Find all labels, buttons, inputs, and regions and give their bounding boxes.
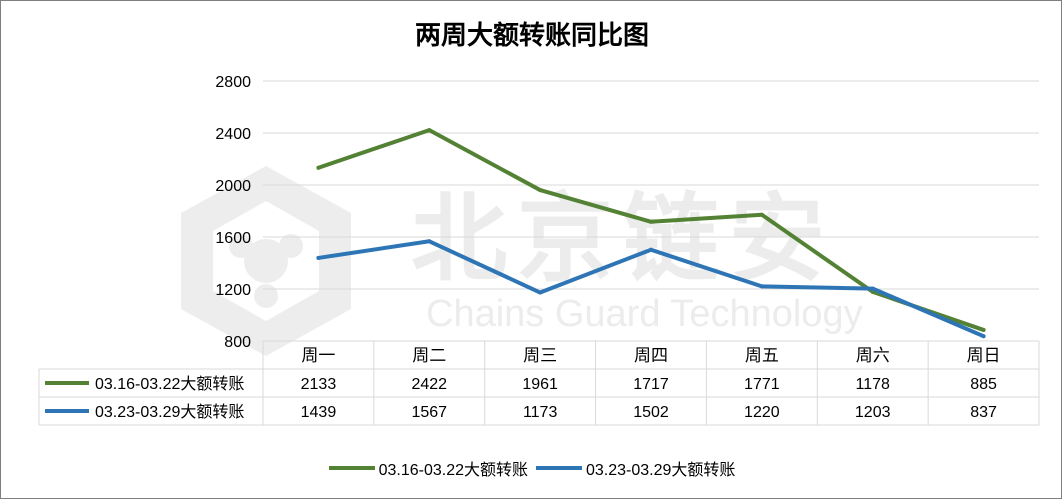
table-cell-value: 1220 (744, 404, 780, 421)
series-1-point (316, 165, 321, 170)
table-cell-value: 885 (970, 376, 997, 393)
table-cell-value: 1173 (523, 404, 558, 421)
table-cell-value: 1439 (301, 404, 337, 421)
legend-label-series-1: 03.16-03.22大额转账 (378, 462, 528, 479)
table-cell-value: 2133 (301, 376, 337, 393)
x-category-label: 周日 (967, 346, 1001, 366)
x-category-label: 周二 (412, 346, 446, 366)
x-category-label: 周五 (745, 346, 779, 366)
table-series-label-2: 03.23-03.29大额转账 (95, 403, 244, 421)
table-cell-value: 1502 (633, 404, 669, 421)
legend-label-series-2: 03.23-03.29大额转账 (586, 462, 736, 479)
series-line-1 (316, 128, 986, 332)
table-series-label-1: 03.16-03.22大额转账 (95, 375, 244, 393)
table-cell-value: 1203 (855, 404, 891, 421)
series-2-point (759, 284, 764, 289)
series-1-point (981, 327, 986, 332)
x-category-label: 周三 (523, 346, 557, 366)
legend: 03.16-03.22大额转账 03.23-03.29大额转账 (1, 456, 1061, 480)
series-2-point (427, 239, 432, 244)
series-2-point (981, 334, 986, 339)
table-cell-value: 1961 (522, 376, 558, 393)
y-tick-label: 2000 (215, 178, 251, 195)
y-tick-label: 1600 (215, 230, 251, 247)
x-category-label: 周一 (301, 346, 335, 366)
legend-item-series-1: 03.16-03.22大额转账 (328, 456, 528, 480)
table-cell-value: 1178 (856, 376, 891, 393)
y-tick-label: 800 (224, 334, 251, 351)
series-2-point (649, 247, 653, 252)
y-tick-label: 2400 (215, 126, 251, 143)
legend-swatch-series-1 (328, 466, 375, 470)
legend-item-series-2: 03.23-03.29大额转账 (536, 456, 735, 480)
series-1-point (649, 219, 653, 224)
table-cell-value: 1567 (411, 404, 447, 421)
series-2-point (316, 255, 321, 260)
series-1-point (759, 212, 764, 217)
table-cell-value: 1717 (633, 376, 669, 393)
x-category-label: 周六 (856, 346, 890, 366)
series-2-point (538, 290, 543, 295)
series-1-point (427, 128, 432, 133)
series-2-point (870, 286, 875, 291)
table-cell-value: 1771 (744, 376, 780, 393)
y-tick-label: 1200 (215, 282, 251, 299)
y-tick-label: 2800 (215, 74, 251, 91)
series-1-point (538, 188, 543, 193)
table-cell-value: 2422 (411, 376, 447, 393)
chart-title: 两周大额转账同比图 (414, 21, 649, 51)
x-category-label: 周四 (634, 346, 668, 366)
table-cell-value: 837 (970, 404, 997, 421)
legend-swatch-series-2 (536, 466, 582, 470)
